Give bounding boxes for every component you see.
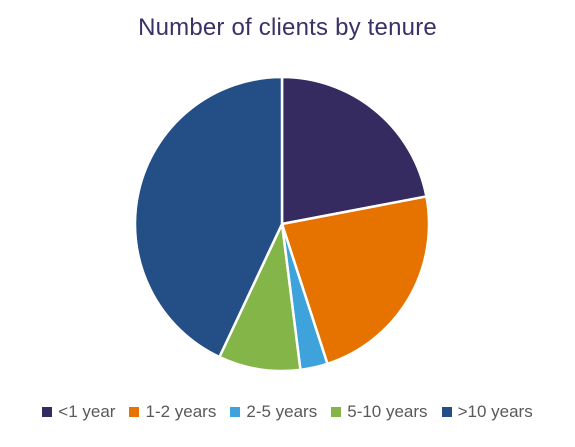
- legend-item: >10 years: [441, 402, 533, 422]
- legend-swatch: [441, 407, 452, 417]
- legend-label: 5-10 years: [347, 402, 428, 421]
- legend-item: <1 year: [42, 402, 115, 422]
- legend-label: 2-5 years: [246, 402, 318, 421]
- pie-slice-5-10-years: [218, 222, 302, 373]
- legend-label: >10 years: [457, 402, 533, 421]
- legend-item: 5-10 years: [331, 402, 428, 422]
- chart-title: Number of clients by tenure: [138, 14, 437, 41]
- chart-legend: <1 year 1-2 years 2-5 years 5-10 years >10 y…: [0, 400, 575, 424]
- pie-slice-10-years: [133, 75, 284, 359]
- legend-item: 2-5 years: [230, 402, 317, 422]
- legend-swatch: [230, 407, 241, 417]
- legend-swatch: [331, 407, 342, 417]
- pie-slice-1-2-years: [280, 195, 431, 366]
- pie-slice-1-year: [280, 75, 428, 226]
- legend-item: 1-2 years: [129, 402, 216, 422]
- legend-swatch: [129, 407, 140, 417]
- legend-label: 1-2 years: [145, 402, 217, 421]
- legend-swatch: [42, 407, 53, 417]
- legend-label: <1 year: [58, 402, 116, 421]
